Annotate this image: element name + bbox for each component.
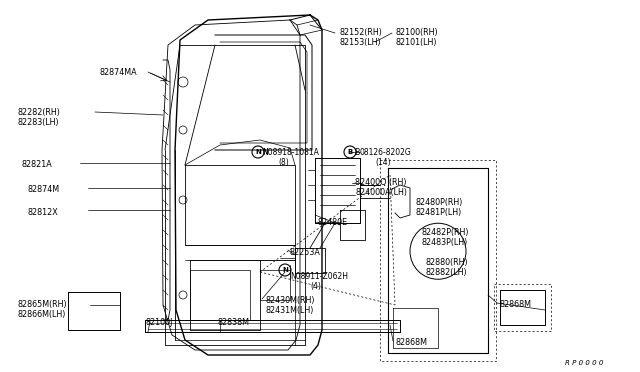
Text: (4): (4) xyxy=(310,282,321,291)
Text: 82868M: 82868M xyxy=(500,300,532,309)
Text: 82865M(RH): 82865M(RH) xyxy=(18,300,68,309)
Text: 82882(LH): 82882(LH) xyxy=(425,268,467,277)
Text: 82153(LH): 82153(LH) xyxy=(340,38,381,47)
Text: N: N xyxy=(255,149,261,155)
Text: 82400Q (RH): 82400Q (RH) xyxy=(355,178,406,187)
Text: 82868M: 82868M xyxy=(395,338,427,347)
Text: 82821A: 82821A xyxy=(22,160,52,169)
Text: 82253A: 82253A xyxy=(290,248,321,257)
Text: 82812X: 82812X xyxy=(28,208,59,217)
Text: B: B xyxy=(354,148,360,157)
Text: 82101(LH): 82101(LH) xyxy=(395,38,436,47)
Text: 82874M: 82874M xyxy=(28,185,60,194)
Text: (14): (14) xyxy=(375,158,390,167)
Text: 82100(RH): 82100(RH) xyxy=(395,28,438,37)
Text: 82866M(LH): 82866M(LH) xyxy=(18,310,67,319)
Text: 08126-8202G: 08126-8202G xyxy=(360,148,412,157)
Text: 82100J: 82100J xyxy=(145,318,172,327)
Text: 82483P(LH): 82483P(LH) xyxy=(422,238,468,247)
Text: 82482P(RH): 82482P(RH) xyxy=(422,228,470,237)
Text: (8): (8) xyxy=(278,158,289,167)
Text: 82430M(RH): 82430M(RH) xyxy=(265,296,314,305)
Text: B: B xyxy=(348,149,353,155)
Text: 82283(LH): 82283(LH) xyxy=(18,118,60,127)
Text: 82431M(LH): 82431M(LH) xyxy=(265,306,314,315)
Text: 82480P(RH): 82480P(RH) xyxy=(415,198,462,207)
Text: 82282(RH): 82282(RH) xyxy=(18,108,61,117)
Text: 82874MA: 82874MA xyxy=(100,68,138,77)
Text: 82838M: 82838M xyxy=(218,318,250,327)
Text: 82480E: 82480E xyxy=(318,218,348,227)
Text: 82152(RH): 82152(RH) xyxy=(340,28,383,37)
Text: N: N xyxy=(262,148,268,157)
Text: 82880(RH): 82880(RH) xyxy=(425,258,468,267)
Text: N08918-1081A: N08918-1081A xyxy=(262,148,319,157)
Text: N08911-Z062H: N08911-Z062H xyxy=(290,272,348,281)
Text: N: N xyxy=(282,267,288,273)
Text: R P 0 0 0 0: R P 0 0 0 0 xyxy=(565,360,604,366)
Text: 824000A(LH): 824000A(LH) xyxy=(355,188,407,197)
Text: 82481P(LH): 82481P(LH) xyxy=(415,208,461,217)
